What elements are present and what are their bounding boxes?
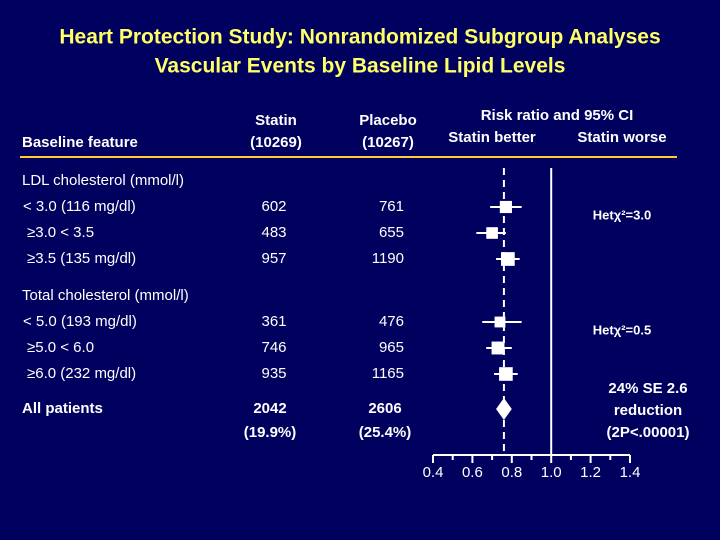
placebo-events: 761 bbox=[379, 198, 404, 215]
column-header: Statin better bbox=[448, 129, 536, 146]
overall-diamond bbox=[496, 398, 512, 420]
row-label: ≥6.0 (232 mg/dl) bbox=[27, 365, 136, 382]
x-tick-label: 0.4 bbox=[423, 464, 444, 481]
column-header: (10269) bbox=[250, 134, 302, 151]
column-header: Placebo bbox=[359, 112, 417, 129]
statin-events: 361 bbox=[261, 313, 286, 330]
x-tick-label: 1.2 bbox=[580, 464, 601, 481]
annotation: (2P<.00001) bbox=[607, 424, 690, 441]
statin-events: 2042 bbox=[253, 400, 286, 417]
statin-events: 483 bbox=[261, 224, 286, 241]
row-label: ≥5.0 < 6.0 bbox=[27, 339, 94, 356]
row-label: All patients bbox=[22, 400, 103, 417]
statin-events: 935 bbox=[261, 365, 286, 382]
group-label: Total cholesterol (mmol/l) bbox=[22, 287, 189, 304]
x-tick-label: 1.0 bbox=[541, 464, 562, 481]
x-tick-label: 1.4 bbox=[620, 464, 641, 481]
group-label: LDL cholesterol (mmol/l) bbox=[22, 172, 184, 189]
statin-events: 602 bbox=[261, 198, 286, 215]
chart-subtitle: Vascular Events by Baseline Lipid Levels bbox=[155, 55, 566, 78]
column-header: Statin worse bbox=[577, 129, 666, 146]
heterogeneity: Hetχ²=3.0 bbox=[593, 207, 651, 222]
placebo-events: 1190 bbox=[372, 250, 404, 267]
estimate-box bbox=[486, 227, 498, 239]
row-label: < 3.0 (116 mg/dl) bbox=[23, 198, 136, 215]
column-header: (10267) bbox=[362, 134, 414, 151]
estimate-box bbox=[491, 341, 505, 355]
placebo-events: 1165 bbox=[372, 365, 404, 382]
chart-title: Heart Protection Study: Nonrandomized Su… bbox=[59, 26, 660, 49]
row-label: < 5.0 (193 mg/dl) bbox=[23, 313, 137, 330]
estimate-box bbox=[494, 316, 506, 328]
heterogeneity: Hetχ²=0.5 bbox=[593, 322, 651, 337]
statin-percent: (19.9%) bbox=[244, 424, 297, 441]
statin-events: 957 bbox=[261, 250, 286, 267]
column-header: Baseline feature bbox=[22, 134, 138, 151]
annotation: reduction bbox=[614, 402, 682, 419]
placebo-events: 965 bbox=[379, 339, 404, 356]
placebo-events: 2606 bbox=[368, 400, 401, 417]
placebo-events: 476 bbox=[379, 313, 404, 330]
column-header: Risk ratio and 95% CI bbox=[481, 107, 634, 124]
estimate-box bbox=[499, 200, 512, 214]
placebo-percent: (25.4%) bbox=[359, 424, 412, 441]
statin-events: 746 bbox=[261, 339, 286, 356]
row-label: ≥3.5 (135 mg/dl) bbox=[27, 250, 136, 267]
row-label: ≥3.0 < 3.5 bbox=[27, 224, 94, 241]
column-header: Statin bbox=[255, 112, 297, 129]
x-tick-label: 0.8 bbox=[501, 464, 522, 481]
estimate-box bbox=[499, 367, 513, 381]
annotation: 24% SE 2.6 bbox=[608, 380, 687, 397]
estimate-box bbox=[500, 252, 515, 266]
x-tick-label: 0.6 bbox=[462, 464, 483, 481]
placebo-events: 655 bbox=[379, 224, 404, 241]
